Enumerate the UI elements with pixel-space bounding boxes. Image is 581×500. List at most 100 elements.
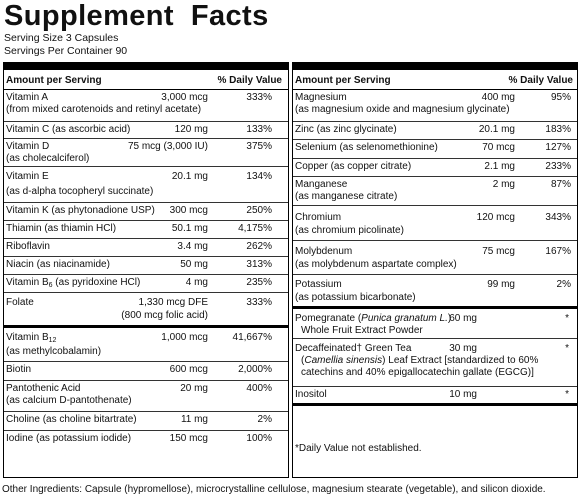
table-header: Amount per Serving % Daily Value <box>293 70 577 90</box>
nutrient-name: Molybdenum <box>295 246 353 257</box>
nutrient-dv: 87% <box>550 179 571 190</box>
table-row: Vitamin B6 (as pyridoxine HCl) 4 mg 235% <box>4 275 288 293</box>
nutrient-amount: 50.1 mg <box>171 223 208 234</box>
nutrient-dv: 250% <box>246 205 272 216</box>
table-row: Vitamin E (as d-alpha tocopheryl succina… <box>4 167 288 203</box>
nutrient-name: Niacin (as niacinamide) <box>6 259 110 270</box>
nutrient-name: Chromium <box>295 212 342 223</box>
nutrient-amount: 600 mcg <box>169 364 208 375</box>
nutrient-dv: 333% <box>246 92 272 103</box>
nutrient-source: (from mixed carotenoids and retinyl acet… <box>6 104 202 115</box>
nutrient-dv: 127% <box>545 142 571 153</box>
right-facts-table: Amount per Serving % Daily Value Magnesi… <box>292 62 578 478</box>
amount-header: Amount per Serving <box>6 75 102 86</box>
table-row: Choline (as choline bitartrate) 11 mg 2% <box>4 412 288 431</box>
nutrient-source: (as chromium picolinate) <box>295 225 404 236</box>
table-row: Iodine (as potassium iodide) 150 mcg 100… <box>4 431 288 450</box>
nutrient-amount: 2 mg <box>492 179 515 190</box>
table-row: Inositol 10 mg * <box>293 387 577 406</box>
nutrient-name: Zinc (as zinc glycinate) <box>295 124 397 135</box>
ingredient-dv: * <box>565 343 569 354</box>
nutrient-amount: 11 mg <box>180 414 208 425</box>
nutrient-source: (as calcium D-pantothenate) <box>6 395 132 406</box>
table-row: Riboflavin 3.4 mg 262% <box>4 239 288 257</box>
table-row: Manganese (as manganese citrate) 2 mg 87… <box>293 177 577 206</box>
amount-header: Amount per Serving <box>295 75 391 86</box>
nutrient-dv: 313% <box>246 259 272 270</box>
nutrient-amount: 400 mg <box>481 92 515 103</box>
nutrient-amount: 1,000 mcg <box>161 332 208 343</box>
nutrient-source: (as potassium bicarbonate) <box>295 292 416 303</box>
nutrient-amount: 50 mg <box>180 259 208 270</box>
nutrient-name: Biotin <box>6 364 32 375</box>
nutrient-dv: 262% <box>246 241 272 252</box>
nutrient-name: Vitamin D <box>6 141 50 152</box>
dv-header: % Daily Value <box>508 75 573 86</box>
nutrient-dv: 100% <box>246 433 272 444</box>
nutrient-dv: 235% <box>246 277 272 288</box>
nutrient-dv: 167% <box>545 246 571 257</box>
nutrient-name: Vitamin B6 (as pyridoxine HCl) <box>6 277 141 289</box>
table-row: Selenium (as selenomethionine) 70 mcg 12… <box>293 140 577 159</box>
serving-size: Serving Size 3 Capsules <box>4 32 119 44</box>
nutrient-dv: 134% <box>246 171 272 182</box>
table-row: Chromium (as chromium picolinate) 120 mc… <box>293 206 577 241</box>
nutrient-amount: 120 mg <box>174 124 208 135</box>
table-row: Vitamin C (as ascorbic acid) 120 mg 133% <box>4 122 288 139</box>
nutrient-name: Copper (as copper citrate) <box>295 161 412 172</box>
nutrient-dv: 183% <box>545 124 571 135</box>
table-row: Thiamin (as thiamin HCl) 50.1 mg 4,175% <box>4 221 288 239</box>
nutrient-dv: 333% <box>246 297 272 308</box>
nutrient-amount: 2.1 mg <box>484 161 515 172</box>
nutrient-name: Folate <box>6 297 34 308</box>
ingredient-amount: 10 mg <box>449 389 477 400</box>
nutrient-amount: 3,000 mcg <box>161 92 208 103</box>
nutrient-amount: 70 mcg <box>482 142 515 153</box>
nutrient-name: Selenium (as selenomethionine) <box>295 142 438 153</box>
nutrient-name: Vitamin K (as phytonadione USP) <box>6 205 155 216</box>
nutrient-source: (as manganese citrate) <box>295 191 398 202</box>
panel-title: Supplement Facts <box>4 0 269 32</box>
table-row: Pantothenic Acid (as calcium D-pantothen… <box>4 381 288 412</box>
table-row: Biotin 600 mcg 2,000% <box>4 362 288 381</box>
table-row: Vitamin A (from mixed carotenoids and re… <box>4 90 288 122</box>
nutrient-amount: 300 mcg <box>169 205 208 216</box>
nutrient-amount: 20.1 mg <box>478 124 515 135</box>
ingredient-detail: catechins and 40% epigallocatechin galla… <box>301 367 534 378</box>
table-row: Zinc (as zinc glycinate) 20.1 mg 183% <box>293 122 577 140</box>
nutrient-dv: 2% <box>257 414 272 425</box>
nutrient-dv: 2,000% <box>238 364 272 375</box>
table-row: Potassium (as potassium bicarbonate) 99 … <box>293 275 577 309</box>
nutrient-amount: 120 mcg <box>476 212 515 223</box>
nutrient-dv: 375% <box>246 141 272 152</box>
footnote: *Daily Value not established. <box>295 443 422 454</box>
ingredient-detail: Whole Fruit Extract Powder <box>301 325 423 336</box>
nutrient-name: Magnesium <box>295 92 347 103</box>
nutrient-name: Thiamin (as thiamin HCl) <box>6 223 117 234</box>
nutrient-dv: 233% <box>545 161 571 172</box>
nutrient-amount: 4 mg <box>185 277 208 288</box>
left-facts-table: Amount per Serving % Daily Value Vitamin… <box>3 62 289 478</box>
nutrient-dv: 4,175% <box>238 223 272 234</box>
table-row: Vitamin D (as cholecalciferol) 75 mcg (3… <box>4 139 288 167</box>
ingredient-amount: 60 mg <box>449 313 477 324</box>
ingredient-name: Decaffeinated† Green Tea <box>295 343 412 354</box>
nutrient-amount: 3.4 mg <box>177 241 208 252</box>
nutrient-amount: 1,330 mcg DFE <box>138 297 208 308</box>
nutrient-amount: 75 mcg (3,000 IU) <box>127 141 208 152</box>
table-row: Vitamin B12 (as methylcobalamin) 1,000 m… <box>4 328 288 362</box>
nutrient-amount-detail: (800 mcg folic acid) <box>121 310 208 321</box>
nutrient-amount: 99 mg <box>487 279 515 290</box>
nutrient-source: (as d-alpha tocopheryl succinate) <box>6 186 154 197</box>
nutrient-dv: 133% <box>246 124 272 135</box>
nutrient-dv: 95% <box>550 92 571 103</box>
ingredient-name: Pomegranate (Punica granatum L.) <box>295 313 452 324</box>
nutrient-amount: 150 mcg <box>169 433 208 444</box>
other-ingredients: Other Ingredients: Capsule (hypromellose… <box>2 484 546 495</box>
nutrient-name: Vitamin C (as ascorbic acid) <box>6 124 131 135</box>
table-row: Vitamin K (as phytonadione USP) 300 mcg … <box>4 203 288 221</box>
nutrient-source: (as molybdenum aspartate complex) <box>295 259 457 270</box>
nutrient-source: (as cholecalciferol) <box>6 153 90 164</box>
nutrient-dv: 400% <box>246 383 272 394</box>
table-row: Folate 1,330 mcg DFE (800 mcg folic acid… <box>4 293 288 328</box>
